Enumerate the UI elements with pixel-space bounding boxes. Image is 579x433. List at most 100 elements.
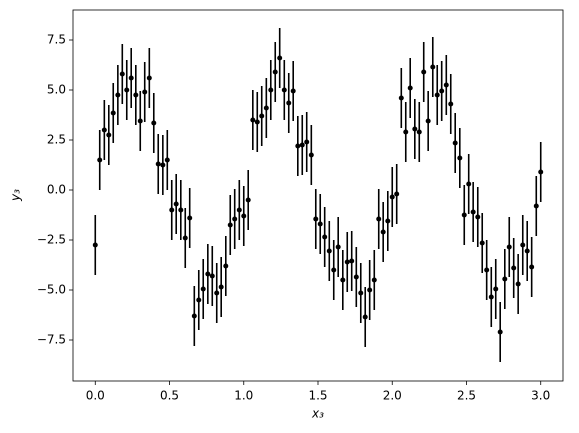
data-point [538, 169, 544, 175]
data-point [313, 216, 319, 222]
data-point [160, 162, 166, 168]
data-point [151, 120, 157, 126]
data-point [128, 75, 134, 81]
data-point [97, 157, 103, 163]
data-point [236, 207, 242, 213]
data-point [367, 287, 373, 293]
data-point [286, 100, 292, 106]
data-point [110, 110, 116, 116]
data-point [187, 215, 193, 221]
data-point [308, 152, 314, 158]
data-point [407, 85, 413, 91]
data-point [389, 194, 395, 200]
data-point [155, 161, 161, 167]
data-point [335, 244, 341, 250]
data-point [353, 274, 359, 280]
data-point [502, 276, 508, 282]
data-point [362, 314, 368, 320]
x-tick-label: 2.5 [457, 389, 476, 403]
data-point [142, 89, 148, 95]
data-point [223, 263, 229, 269]
x-axis-label: x₃ [311, 407, 324, 421]
data-point [196, 297, 202, 303]
data-point [479, 240, 485, 246]
data-point [214, 290, 220, 296]
data-point [106, 132, 112, 138]
data-point [200, 286, 206, 292]
y-tick-label: −5.0 [37, 283, 66, 297]
x-tick-label: 1.5 [308, 389, 327, 403]
y-tick-label: −7.5 [37, 333, 66, 347]
data-point [497, 329, 503, 335]
y-tick-label: −2.5 [37, 233, 66, 247]
data-point [317, 221, 323, 227]
data-point [425, 118, 431, 124]
data-point [281, 87, 287, 93]
data-point [92, 242, 98, 248]
data-point [434, 92, 440, 98]
data-point [304, 139, 310, 145]
x-tick-label: 1.0 [234, 389, 253, 403]
data-point [115, 92, 121, 98]
data-point [529, 264, 535, 270]
data-point [488, 294, 494, 300]
data-point [403, 129, 409, 135]
data-point [263, 105, 269, 111]
data-point [133, 92, 139, 98]
x-tick-label: 3.0 [531, 389, 550, 403]
y-axis-label: y₃ [9, 189, 23, 202]
data-point [515, 281, 521, 287]
data-point [268, 87, 274, 93]
data-point [245, 197, 251, 203]
data-point [322, 234, 328, 240]
data-point [452, 140, 458, 146]
x-tick-label: 0.5 [160, 389, 179, 403]
data-point [164, 157, 170, 163]
data-point [416, 129, 422, 135]
data-point [520, 242, 526, 248]
data-point [376, 216, 382, 222]
data-point [137, 118, 143, 124]
data-point [439, 88, 445, 94]
axes-frame [72, 9, 564, 382]
data-point [290, 88, 296, 94]
data-point [524, 248, 530, 254]
data-point [493, 286, 499, 292]
data-point [119, 71, 125, 77]
data-point [331, 267, 337, 273]
data-point [124, 87, 130, 93]
data-point [178, 207, 184, 213]
data-point [457, 155, 463, 161]
data-point [254, 119, 260, 125]
data-point [466, 181, 472, 187]
data-point [241, 213, 247, 219]
data-point [394, 191, 400, 197]
y-tick-label: 2.5 [47, 133, 66, 147]
data-point [146, 75, 152, 81]
data-point [349, 258, 355, 264]
x-tick-label: 2.0 [383, 389, 402, 403]
data-point [326, 248, 332, 254]
y-tick-label: 0.0 [47, 183, 66, 197]
data-point [205, 271, 211, 277]
data-point [470, 209, 476, 215]
y-tick-label: 7.5 [47, 33, 66, 47]
data-point [506, 244, 512, 250]
data-point [340, 277, 346, 283]
data-point [101, 127, 107, 133]
data-point [484, 267, 490, 273]
data-point [295, 143, 301, 149]
data-point [358, 290, 364, 296]
data-point [461, 212, 467, 218]
data-point [191, 313, 197, 319]
data-point [421, 69, 427, 75]
data-point [259, 113, 265, 119]
data-point [272, 69, 278, 75]
data-point [380, 229, 386, 235]
data-point [371, 277, 377, 283]
data-point [218, 284, 224, 290]
data-point [448, 101, 454, 107]
data-point [533, 203, 539, 209]
